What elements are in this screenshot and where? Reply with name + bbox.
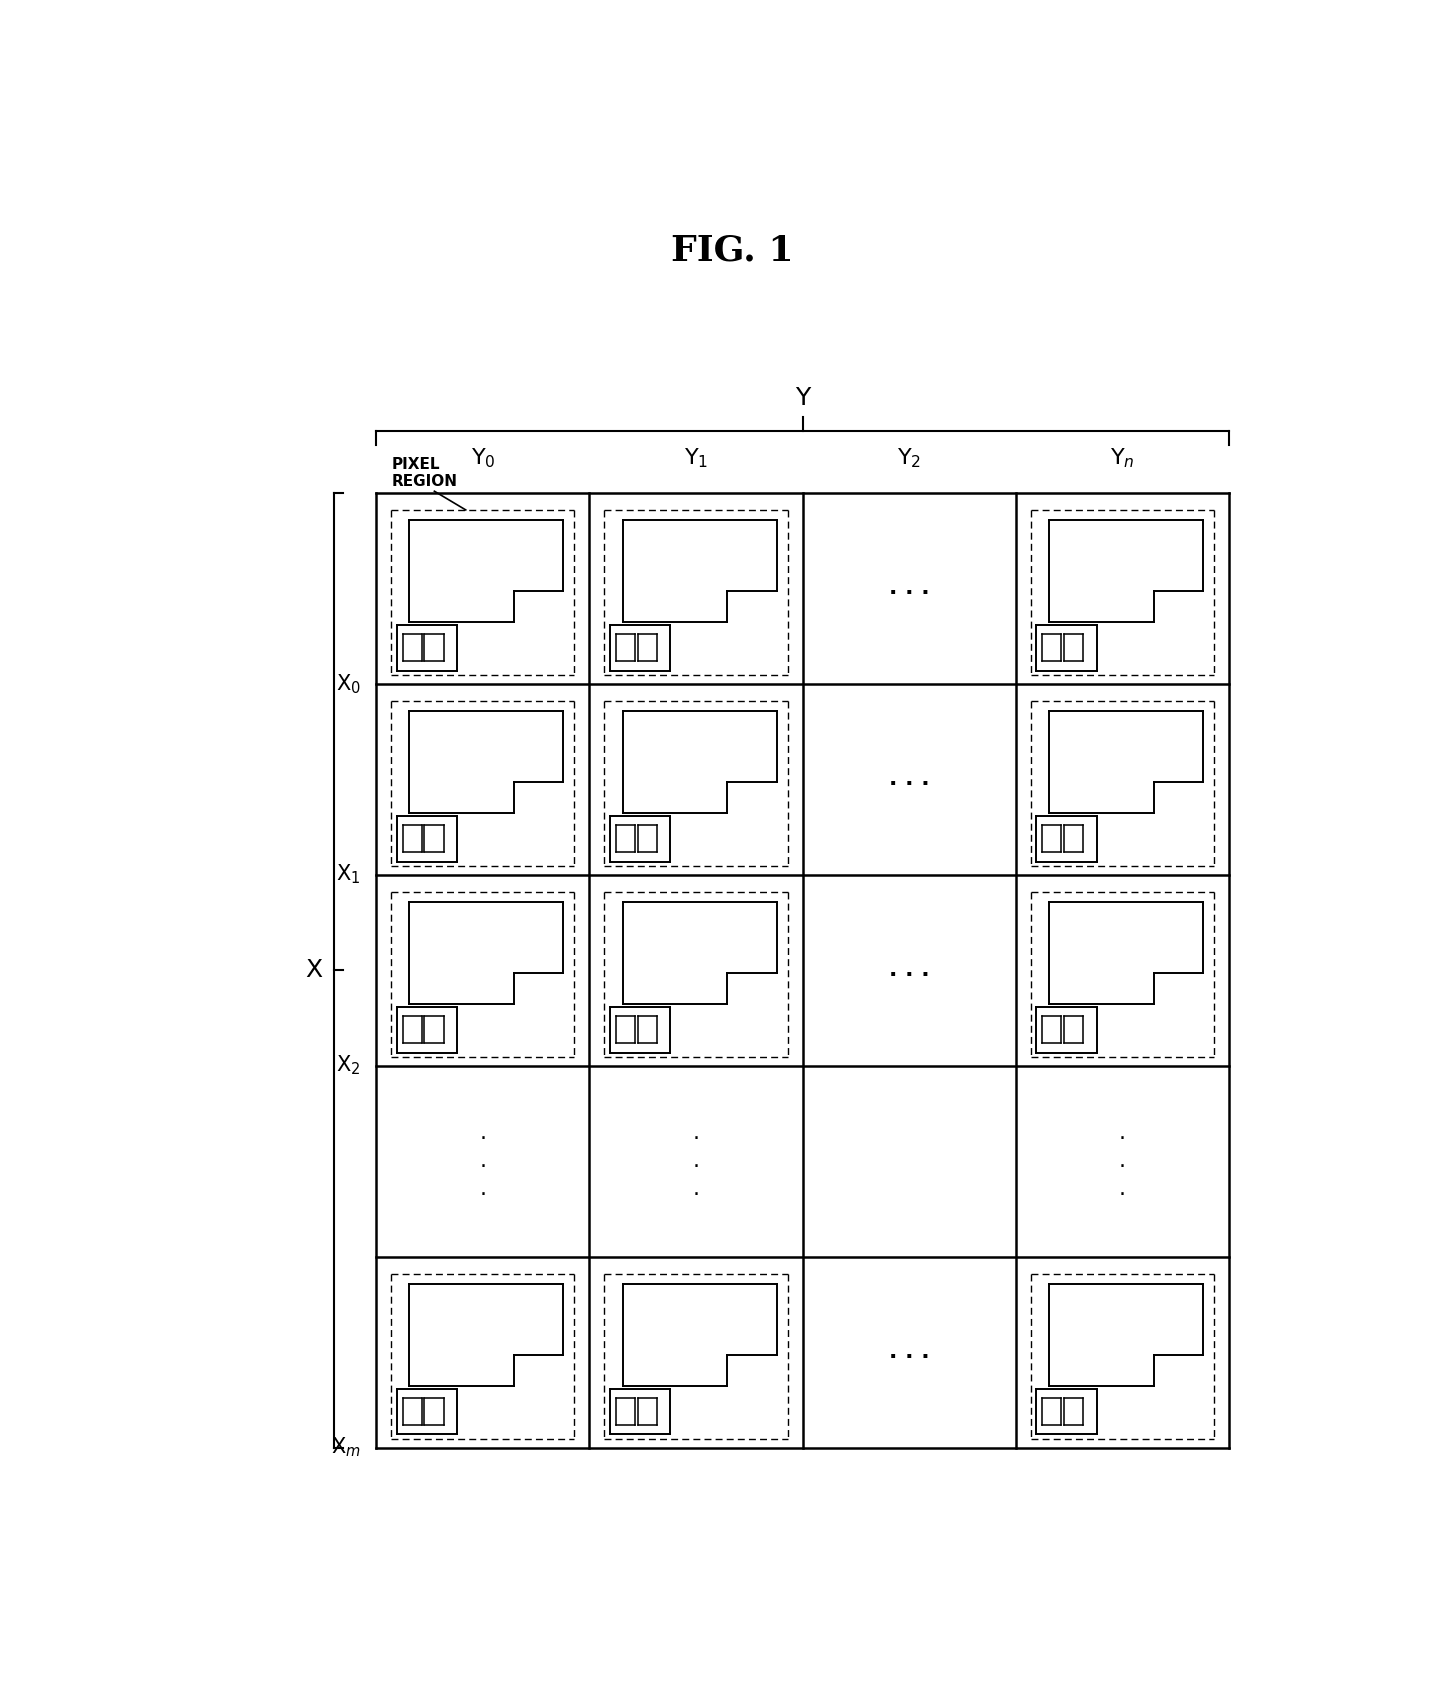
Text: Y: Y [795,386,810,410]
Text: . . .: . . . [889,960,929,981]
Text: .
.
.: . . . [693,1124,699,1198]
Text: X$_0$: X$_0$ [336,672,360,695]
Text: Y$_1$: Y$_1$ [684,445,707,469]
Text: FIG. 1: FIG. 1 [670,233,793,267]
Text: X$_2$: X$_2$ [336,1054,360,1078]
Text: Y$_2$: Y$_2$ [897,445,922,469]
Text: .
.
.: . . . [1119,1124,1126,1198]
Text: . . .: . . . [889,768,929,789]
Text: Y$_n$: Y$_n$ [1110,445,1135,469]
Text: PIXEL
REGION: PIXEL REGION [392,457,457,490]
Text: X$_1$: X$_1$ [336,864,360,886]
Text: X$_m$: X$_m$ [332,1436,360,1459]
Text: .
.
.: . . . [479,1124,486,1198]
Text: . . .: . . . [889,1341,929,1362]
Text: X: X [304,959,322,983]
Text: . . .: . . . [889,578,929,598]
Text: Y$_0$: Y$_0$ [470,445,494,469]
